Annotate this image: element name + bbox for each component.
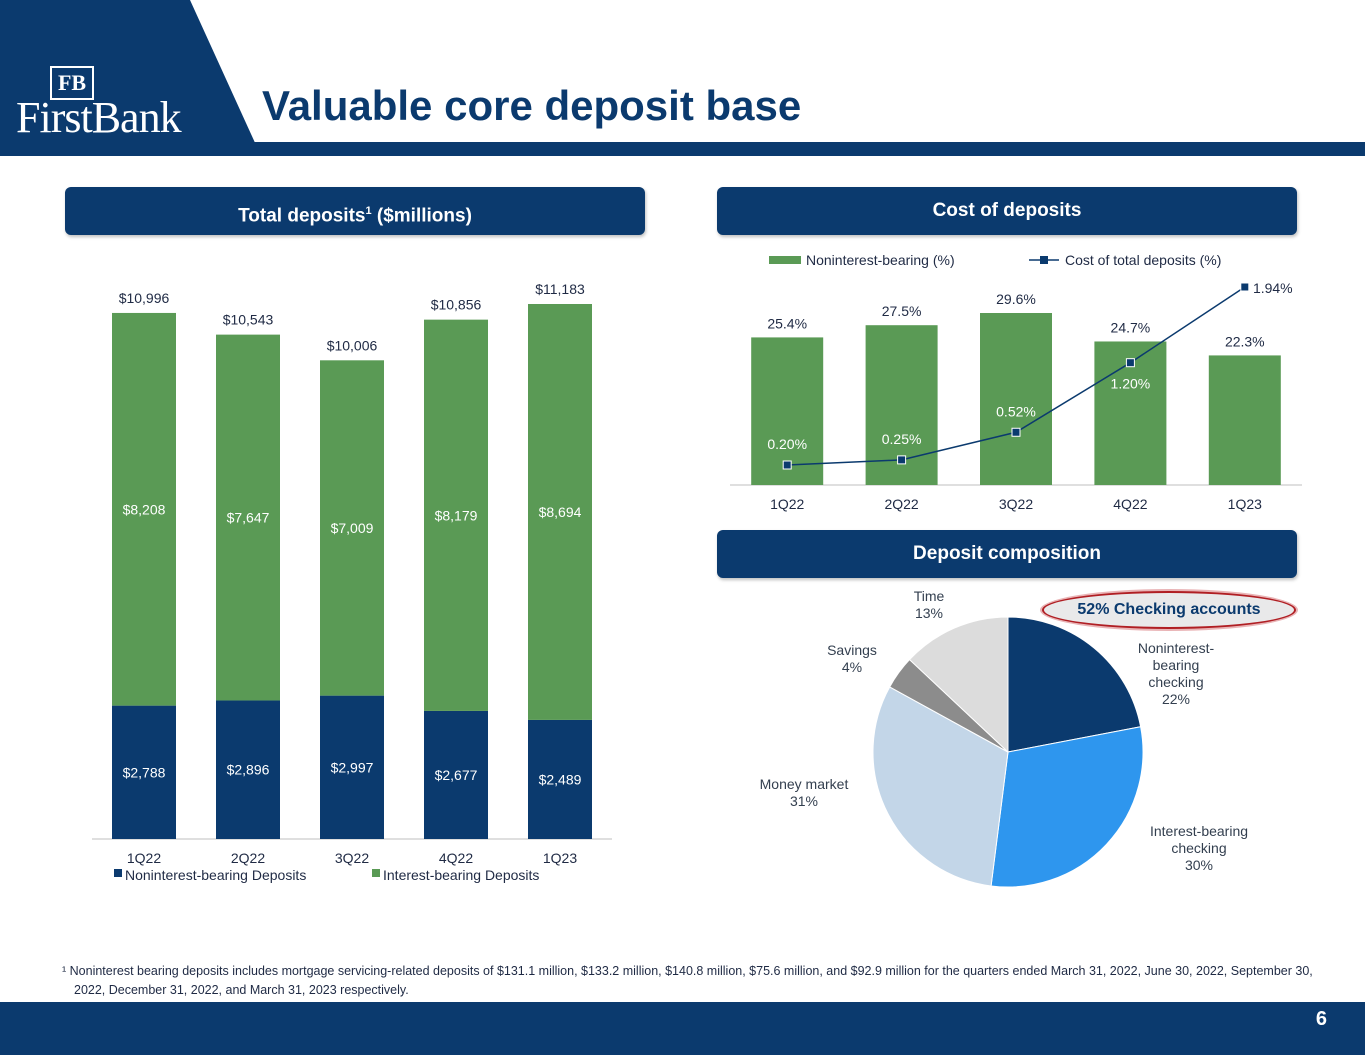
deposit-composition-label: Deposit composition [913,543,1101,564]
bar-noninterest-1Q22 [112,705,176,839]
bar-noninterest-1Q23 [528,719,592,839]
cost-x-tick-4Q22: 4Q22 [1113,496,1147,512]
cost-marker-2Q22 [897,455,907,465]
total-deposits-unit: ($millions) [371,205,472,227]
noninterest-pct-bar-3Q22 [980,313,1052,485]
label-noninterest-4Q22: $2,677 [435,767,478,783]
cost-x-tick-2Q22: 2Q22 [884,496,918,512]
cost-marker-3Q22 [1011,427,1021,437]
label-interest-3Q22: $7,009 [331,520,374,536]
cost-label-1Q23: 1.94% [1253,280,1293,296]
noninterest-pct-bar-1Q22 [751,337,824,485]
label-total-1Q22: $10,996 [119,290,170,306]
pie-slice-money-market [872,686,1009,887]
legend-noninterest: Noninterest-bearing Deposits [125,867,306,883]
cost-label-3Q22: 0.52% [996,403,1036,419]
bar-noninterest-2Q22 [216,700,280,839]
label-noninterest-2Q22: $2,896 [227,762,270,778]
x-tick-1Q23: 1Q23 [543,850,577,866]
pie-label-savings: Savings 4% [827,642,877,675]
label-noninterest-3Q22: $2,997 [331,759,374,775]
cost-label-2Q22: 0.25% [882,431,922,447]
total-deposits-header: Total deposits1 ($millions) [65,187,645,235]
checking-accounts-callout: 52% Checking accounts [1042,591,1296,629]
cost-marker-4Q22 [1125,358,1135,368]
label-total-2Q22: $10,543 [223,312,274,328]
pie-label-interest-bearing-checking: Interest-bearing checking 30% [1149,823,1249,873]
label-interest-1Q22: $8,208 [123,501,166,517]
pie-slice-time [908,616,1009,754]
page-number: 6 [1315,1008,1327,1030]
legend-cost-total: Cost of total deposits (%) [1065,252,1221,268]
cost-of-deposits-header: Cost of deposits [717,187,1297,235]
logo-monogram: FB [50,66,94,100]
legend-swatch-interest [372,869,380,877]
bar-interest-3Q22 [320,360,384,696]
noninterest-pct-label-2Q22: 27.5% [882,303,922,319]
pie-slice-interest-bearing-checking [990,726,1144,888]
page-title: Valuable core deposit base [262,82,802,129]
pie-label-noninterest-bearing-checking: Noninterest- bearing checking 22% [1137,640,1215,707]
noninterest-pct-label-1Q23: 22.3% [1225,333,1265,349]
footer-bar [0,1002,1365,1055]
x-tick-1Q22: 1Q22 [127,850,161,866]
bar-interest-4Q22 [424,319,488,711]
cost-marker-1Q23 [1240,282,1250,292]
bar-noninterest-3Q22 [320,695,384,839]
label-total-3Q22: $10,006 [327,337,378,353]
logo-wordmark: FirstBank [16,93,182,142]
label-noninterest-1Q23: $2,489 [539,771,582,787]
deposit-composition-header: Deposit composition [717,530,1297,578]
x-tick-2Q22: 2Q22 [231,850,265,866]
noninterest-pct-label-3Q22: 29.6% [996,291,1036,307]
label-interest-4Q22: $8,179 [435,507,478,523]
cost-x-tick-1Q23: 1Q23 [1228,496,1262,512]
legend-swatch-marker [1040,256,1048,264]
legend-interest: Interest-bearing Deposits [383,867,539,883]
cost-label-1Q22: 0.20% [767,436,807,452]
pie-label-time: Time 13% [913,588,945,621]
pie-slice-noninterest-bearing-checking [1007,616,1142,753]
label-total-1Q23: $11,183 [535,281,585,297]
noninterest-pct-label-4Q22: 24.7% [1111,319,1151,335]
cost-x-tick-1Q22: 1Q22 [770,496,804,512]
bar-interest-1Q22 [112,312,176,706]
bar-interest-1Q23 [528,304,592,720]
bar-interest-2Q22 [216,334,280,701]
logo-panel [0,0,256,145]
total-deposits-label: Total deposits [238,205,366,227]
legend-noninterest-pct: Noninterest-bearing (%) [806,252,955,268]
label-noninterest-1Q22: $2,788 [123,764,166,780]
legend-swatch-noninterest-pct [769,256,801,264]
cost-x-tick-3Q22: 3Q22 [999,496,1033,512]
label-interest-1Q23: $8,694 [539,504,582,520]
cost-of-deposits-label: Cost of deposits [932,200,1082,221]
header-band [0,0,1365,156]
footnote: ¹ Noninterest bearing deposits includes … [62,964,1313,997]
pie-label-money-market: Money market 31% [759,776,849,809]
x-tick-4Q22: 4Q22 [439,850,473,866]
label-total-4Q22: $10,856 [431,297,482,313]
legend-swatch-noninterest [114,869,122,877]
cost-label-4Q22: 1.20% [1111,376,1151,392]
noninterest-pct-label-1Q22: 25.4% [767,315,807,331]
bar-noninterest-4Q22 [424,710,488,839]
cost-marker-1Q22 [782,460,792,470]
noninterest-pct-bar-1Q23 [1208,355,1281,485]
x-tick-3Q22: 3Q22 [335,850,369,866]
footnote-marker: 1 [365,205,372,217]
label-interest-2Q22: $7,647 [227,510,270,526]
header-rule [0,142,1365,156]
